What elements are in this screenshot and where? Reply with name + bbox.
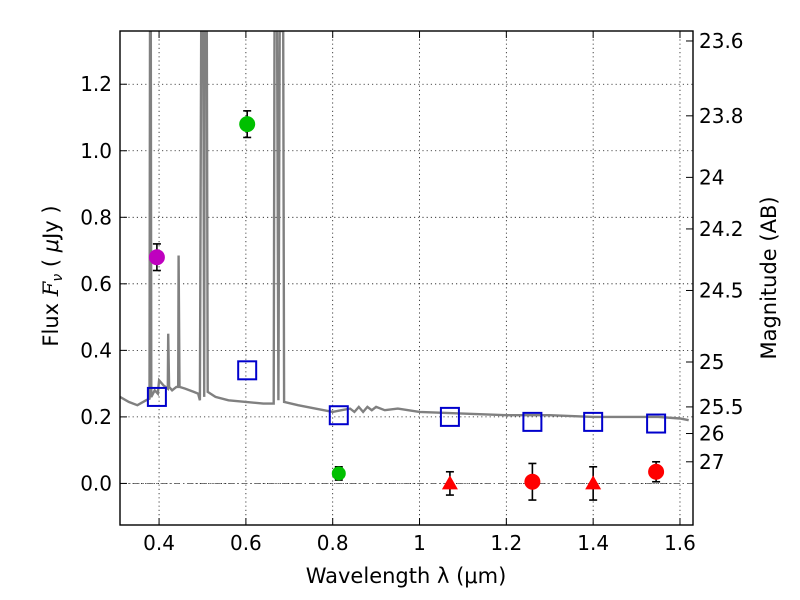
sed-model-curve (120, 31, 689, 422)
x-tick-label: 1 (413, 531, 426, 555)
ylabel-mu: μ (39, 239, 63, 253)
y-tick-label: 1.0 (80, 139, 112, 163)
x-axis-label: Wavelength λ (μm) (306, 564, 507, 588)
photometry-point (524, 473, 541, 490)
ylabel-jy: Jy ) (39, 205, 63, 241)
photometry-point (148, 249, 165, 266)
ylabel-f: F (39, 280, 63, 297)
ylabel-nu: ν (50, 274, 66, 282)
photometry-point (648, 463, 665, 480)
x-tick-label: 1.4 (577, 531, 609, 555)
right-tick-label: 26 (699, 422, 724, 446)
photometry-point (331, 466, 346, 481)
y-tick-label: 0.6 (80, 272, 112, 296)
plot-frame (119, 30, 694, 526)
photometry-point (239, 116, 256, 133)
y-tick-label: 0.4 (80, 338, 112, 362)
model-square-marker (237, 360, 258, 381)
right-tick-label: 24 (699, 165, 724, 189)
x-tick-label: 1.2 (490, 531, 522, 555)
model-square-marker (146, 386, 167, 407)
model-square-marker (439, 406, 460, 427)
ylabel-paren: ( (39, 252, 63, 274)
y-tick-label: 0.2 (80, 405, 112, 429)
ticks (120, 31, 693, 525)
right-tick-label: 23.8 (699, 104, 744, 128)
model-square-marker (522, 411, 543, 432)
x-tick-label: 0.6 (230, 531, 262, 555)
right-tick-label: 25 (699, 350, 724, 374)
y-tick-label: 1.2 (80, 72, 112, 96)
right-tick-label: 24.5 (699, 278, 744, 302)
model-square-marker (583, 411, 604, 432)
tick-labels: 0.4 0.6 0.8 1 1.2 1.4 1.6 0.0 0.2 0.4 0.6 0.8 1.0 1.2… (80, 29, 743, 555)
right-tick-label: 25.5 (699, 395, 744, 419)
x-tick-label: 0.4 (143, 531, 175, 555)
y-tick-label: 0.8 (80, 205, 112, 229)
upper-limit-triangle (585, 475, 602, 490)
model-square-marker (328, 405, 349, 426)
model-square-marker (646, 413, 667, 434)
y-axis-label: Flux Fν ( μJy ) (39, 205, 66, 346)
x-tick-label: 1.6 (664, 531, 696, 555)
right-tick-label: 23.6 (699, 29, 744, 53)
right-tick-label: 27 (699, 450, 724, 474)
y-tick-label: 0.0 (80, 471, 112, 495)
right-tick-label: 24.2 (699, 217, 744, 241)
right-y-axis-label: Magnitude (AB) (757, 196, 781, 359)
model-points-layer (146, 360, 667, 434)
ylabel-flux: Flux (39, 296, 63, 346)
photometry-layer (148, 110, 665, 501)
upper-limit-triangle (441, 475, 458, 490)
x-tick-label: 0.8 (317, 531, 349, 555)
sed-model-layer (120, 31, 689, 422)
